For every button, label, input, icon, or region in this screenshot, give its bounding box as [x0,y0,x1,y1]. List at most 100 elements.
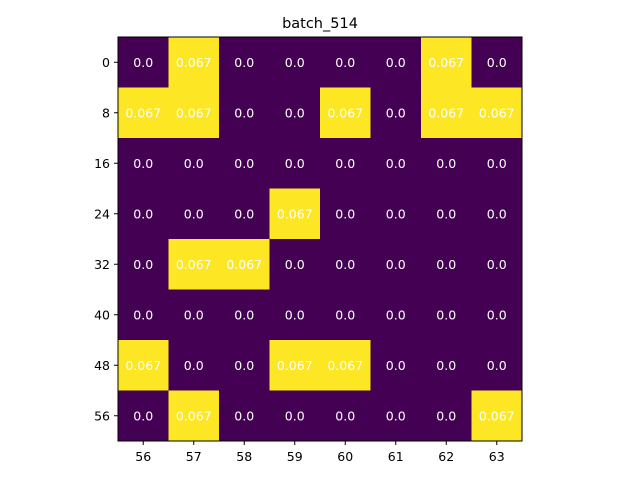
heatmap-cell-r0-c3 [269,37,321,88]
cell-label-r2-c4: 0.0 [335,156,355,171]
heatmap-cell-r2-c3 [269,138,321,189]
y-tick-label-5: 40 [94,307,110,322]
cell-label-r2-c6: 0.0 [436,156,456,171]
heatmap-cell-r1-c5 [370,87,422,139]
heatmap-cell-r7-c3 [269,390,321,442]
heatmap-cell-r5-c4 [320,289,371,341]
heatmap-cells [118,37,523,442]
cell-label-r7-c6: 0.0 [436,408,456,423]
heatmap-cell-r3-c0 [118,188,169,240]
heatmap-cell-r4-c4 [320,239,371,290]
cell-label-r3-c0: 0.0 [133,206,153,221]
cell-label-r5-c6: 0.0 [436,307,456,322]
y-axis: 0 8 16 24 32 40 48 56 [94,55,118,423]
heatmap-cell-r6-c2 [219,340,270,391]
cell-label-r4-c2: 0.067 [226,257,262,272]
heatmap-cell-r1-c6 [421,87,472,139]
cell-label-r3-c6: 0.0 [436,206,456,221]
heatmap-cell-r7-c1 [168,390,220,442]
cell-label-r0-c6: 0.067 [428,55,464,70]
heatmap-cell-r7-c2 [219,390,270,442]
heatmap-cell-r3-c4 [320,188,371,240]
heatmap-cell-r3-c6 [421,188,472,240]
x-tick-label-1: 57 [186,449,202,464]
heatmap-cell-r7-c7 [471,390,523,442]
cell-label-r5-c0: 0.0 [133,307,153,322]
cell-label-r6-c6: 0.0 [436,358,456,373]
cell-label-r4-c7: 0.0 [487,257,507,272]
cell-label-r1-c4: 0.067 [327,105,363,120]
cell-label-r1-c6: 0.067 [428,105,464,120]
cell-label-r0-c3: 0.0 [285,55,305,70]
heatmap-cell-r0-c4 [320,37,371,88]
cell-label-r5-c3: 0.0 [285,307,305,322]
heatmap-cell-r5-c0 [118,289,169,341]
heatmap-cell-r4-c0 [118,239,169,290]
cell-label-r7-c5: 0.0 [386,408,406,423]
heatmap-cell-r3-c7 [471,188,523,240]
cell-label-r1-c7: 0.067 [479,105,515,120]
x-axis: 56 57 58 59 60 61 62 63 [135,441,505,464]
heatmap-cell-r5-c2 [219,289,270,341]
heatmap-cell-r2-c0 [118,138,169,189]
heatmap-cell-r7-c5 [370,390,422,442]
plot-frame [117,36,523,442]
heatmap-cell-r6-c7 [471,340,523,391]
cell-label-r2-c1: 0.0 [184,156,204,171]
heatmap-cell-r6-c1 [168,340,220,391]
heatmap-cell-r2-c1 [168,138,220,189]
x-tick-label-4: 60 [337,449,353,464]
cell-label-r0-c4: 0.0 [335,55,355,70]
cell-label-r5-c1: 0.0 [184,307,204,322]
heatmap-cell-r0-c0 [118,37,169,88]
cell-label-r6-c4: 0.067 [327,358,363,373]
cell-label-r1-c2: 0.0 [234,105,254,120]
heatmap-cell-r2-c6 [421,138,472,189]
heatmap-cell-r0-c6 [421,37,472,88]
heatmap-cell-r6-c4 [320,340,371,391]
y-tick-label-7: 56 [94,408,110,423]
heatmap-cell-r2-c4 [320,138,371,189]
heatmap-cell-r7-c0 [118,390,169,442]
cell-label-r4-c5: 0.0 [386,257,406,272]
x-tick-label-3: 59 [287,449,303,464]
cell-label-r6-c3: 0.067 [277,358,313,373]
heatmap-cell-r5-c1 [168,289,220,341]
cell-label-r3-c1: 0.0 [184,206,204,221]
cell-label-r7-c2: 0.0 [234,408,254,423]
y-tick-label-4: 32 [94,257,110,272]
heatmap-cell-r4-c5 [370,239,422,290]
heatmap-cell-r5-c6 [421,289,472,341]
cell-label-r0-c5: 0.0 [386,55,406,70]
x-tick-label-6: 62 [438,449,454,464]
cell-label-r4-c4: 0.0 [335,257,355,272]
x-tick-label-0: 56 [135,449,151,464]
heatmap-cell-r6-c3 [269,340,321,391]
cell-label-r5-c5: 0.0 [386,307,406,322]
y-tick-label-1: 8 [102,105,110,120]
heatmap-cell-r0-c2 [219,37,270,88]
heatmap-cell-r6-c6 [421,340,472,391]
cell-label-r6-c2: 0.0 [234,358,254,373]
cell-label-r2-c3: 0.0 [285,156,305,171]
heatmap-cell-r3-c1 [168,188,220,240]
cell-label-r2-c5: 0.0 [386,156,406,171]
heatmap-cell-r5-c7 [471,289,523,341]
heatmap-cell-r4-c2 [219,239,270,290]
cell-label-r3-c3: 0.067 [277,206,313,221]
heatmap-cell-r0-c1 [168,37,220,88]
cell-label-r0-c2: 0.0 [234,55,254,70]
cell-label-r3-c5: 0.0 [386,206,406,221]
y-tick-label-0: 0 [102,55,110,70]
heatmap-cell-r4-c1 [168,239,220,290]
cell-label-r1-c0: 0.067 [125,105,161,120]
heatmap-cell-r7-c4 [320,390,371,442]
cell-label-r0-c1: 0.067 [176,55,212,70]
heatmap-cell-r4-c3 [269,239,321,290]
heatmap-cell-r2-c2 [219,138,270,189]
x-tick-label-7: 63 [489,449,505,464]
heatmap-cell-r1-c2 [219,87,270,139]
cell-label-r5-c2: 0.0 [234,307,254,322]
cell-label-r3-c2: 0.0 [234,206,254,221]
